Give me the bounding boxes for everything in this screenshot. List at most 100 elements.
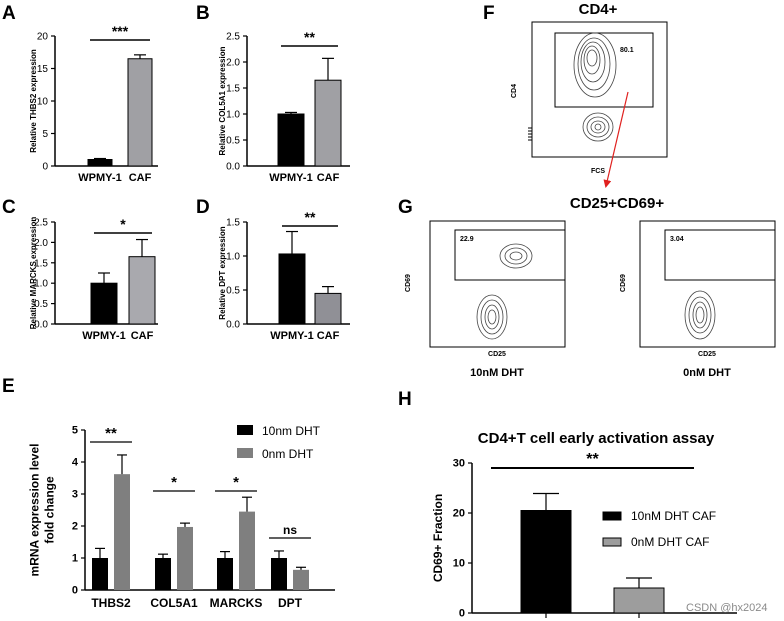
flow-g2-gate [664,229,776,281]
legend-swatch [237,448,253,458]
x-tick-label: CAF [317,172,340,184]
bar [90,282,118,325]
y-tick-label: 30 [453,458,465,470]
flow-g-plot-0nm: 3.04 CD69 CD25 0nM DHT [620,220,776,379]
flow-g2-frame [639,220,776,348]
significance-label: * [233,474,239,491]
watermark: CSDN @hx2024 [686,602,767,614]
bar [128,256,156,325]
x-tick-label: DPT [278,596,303,610]
legend-swatch [602,537,622,547]
flow-f-gate [554,32,654,108]
y-tick-label: 0.0 [226,320,240,331]
y-tick-label: 5 [42,129,48,140]
x-tick-label: WPMY-1 [82,330,125,342]
y-tick-label: 0.5 [226,136,240,147]
significance-label: * [120,216,126,232]
panel-label-f: F [483,3,495,24]
bar [155,558,171,590]
flow-plots-g: CD25+CD69+ 22.9 CD69 CD25 10nM DHT 3.04 [405,195,776,379]
flow-g-plot-10nm: 22.9 CD69 CD25 10nM DHT [405,220,566,379]
y-tick-label: 0 [459,608,465,620]
y-tick-label: 0.5 [226,286,240,297]
significance-label: ** [105,425,117,442]
y-tick-label: 1.5 [226,84,240,95]
flow-g2-xlabel: CD25 [698,351,716,358]
y-tick-label: 10 [453,558,465,570]
significance-label: ** [305,209,316,225]
chart-h-cd69-fraction: 0 10 20 30 CD69+ Fraction ** CD4+T cell early … [431,430,737,620]
y-tick-label: 2.0 [226,58,240,69]
chart-b-col5a1: 0.0 0.5 1.0 1.5 2.0 2.5 Relative COL5A1 expres… [218,29,350,184]
y-axis-label: CD69+ Fraction [431,494,445,582]
flow-g1-ylabel: CD69 [405,274,412,292]
bar [92,558,108,590]
y-tick-label: 4 [72,457,79,469]
x-tick-label: THBS2 [91,596,131,610]
significance-label: * [171,474,177,491]
flow-f-gate-value: 80.1 [620,47,634,54]
flow-g1-gate-value: 22.9 [460,236,474,243]
flow-g2-gate-value: 3.04 [670,236,684,243]
panel-label-a: A [2,3,16,24]
bar [271,558,287,590]
x-tick-label: WPMY-1 [78,172,121,184]
y-tick-label: 1 [72,553,78,565]
flow-f-xlabel: FCS [591,168,605,175]
y-tick-label: 2.5 [34,218,48,229]
y-tick-label: 10 [37,97,49,108]
chart-a-thbs2: 0 5 10 15 20 Relative THBS2 expression WPMY-1 C… [29,23,158,184]
y-tick-label: 0 [42,162,48,173]
x-tick-label: WPMY-1 [270,330,313,342]
y-tick-label: 0 [72,585,78,597]
significance-label: ** [304,29,315,45]
bar [127,58,153,167]
y-axis-label: Relative COL5A1 expression [218,46,227,155]
legend-swatch [237,425,253,435]
y-axis-label: Relative DPT expression [218,226,227,319]
y-tick-label: 0.0 [226,162,240,173]
y-tick-label: 2 [72,521,78,533]
panel-label-h: H [398,389,412,410]
flow-g1-contours [476,243,533,340]
chart-title: CD4+T cell early activation assay [478,430,715,447]
x-tick-label: MARCKS [210,596,263,610]
y-tick-label: 2.0 [34,238,48,249]
legend-label: 0nm DHT [262,447,314,461]
flow-g1-caption: 10nM DHT [470,367,524,379]
gate-arrow [603,91,629,188]
y-tick-label: 0.0 [34,320,48,331]
x-tick-label: CAF [317,330,340,342]
bar [277,113,305,167]
y-tick-label: 20 [453,508,465,520]
bar [613,587,665,614]
y-axis-label: fold change [43,476,57,544]
bar [314,292,342,325]
x-tick-label: WPMY-1 [269,172,312,184]
y-tick-label: 5 [72,425,78,437]
flow-f-title: CD4+ [579,1,618,18]
y-axis-label: mRNA expression level [28,444,42,577]
y-tick-label: 0.5 [34,299,48,310]
panel-label-d: D [196,197,210,218]
flow-f-ylabel: CD4 [511,84,518,98]
bar [314,79,342,167]
significance-label: ** [586,451,599,468]
y-tick-label: 15 [37,64,49,75]
bar [87,159,113,167]
flow-g1-frame [429,220,566,348]
legend-label: 10nm DHT [262,424,321,438]
flow-g2-contours [684,290,716,340]
flow-g2-caption: 0nM DHT [683,367,731,379]
bar [239,511,255,590]
bar [293,569,309,590]
significance-label: ns [283,523,297,537]
bar [278,253,306,325]
x-tick-label: CAF [129,172,152,184]
y-tick-label: 1.0 [226,110,240,121]
bar [177,526,193,590]
y-axis-label: Relative MARCKS expression [29,217,38,330]
